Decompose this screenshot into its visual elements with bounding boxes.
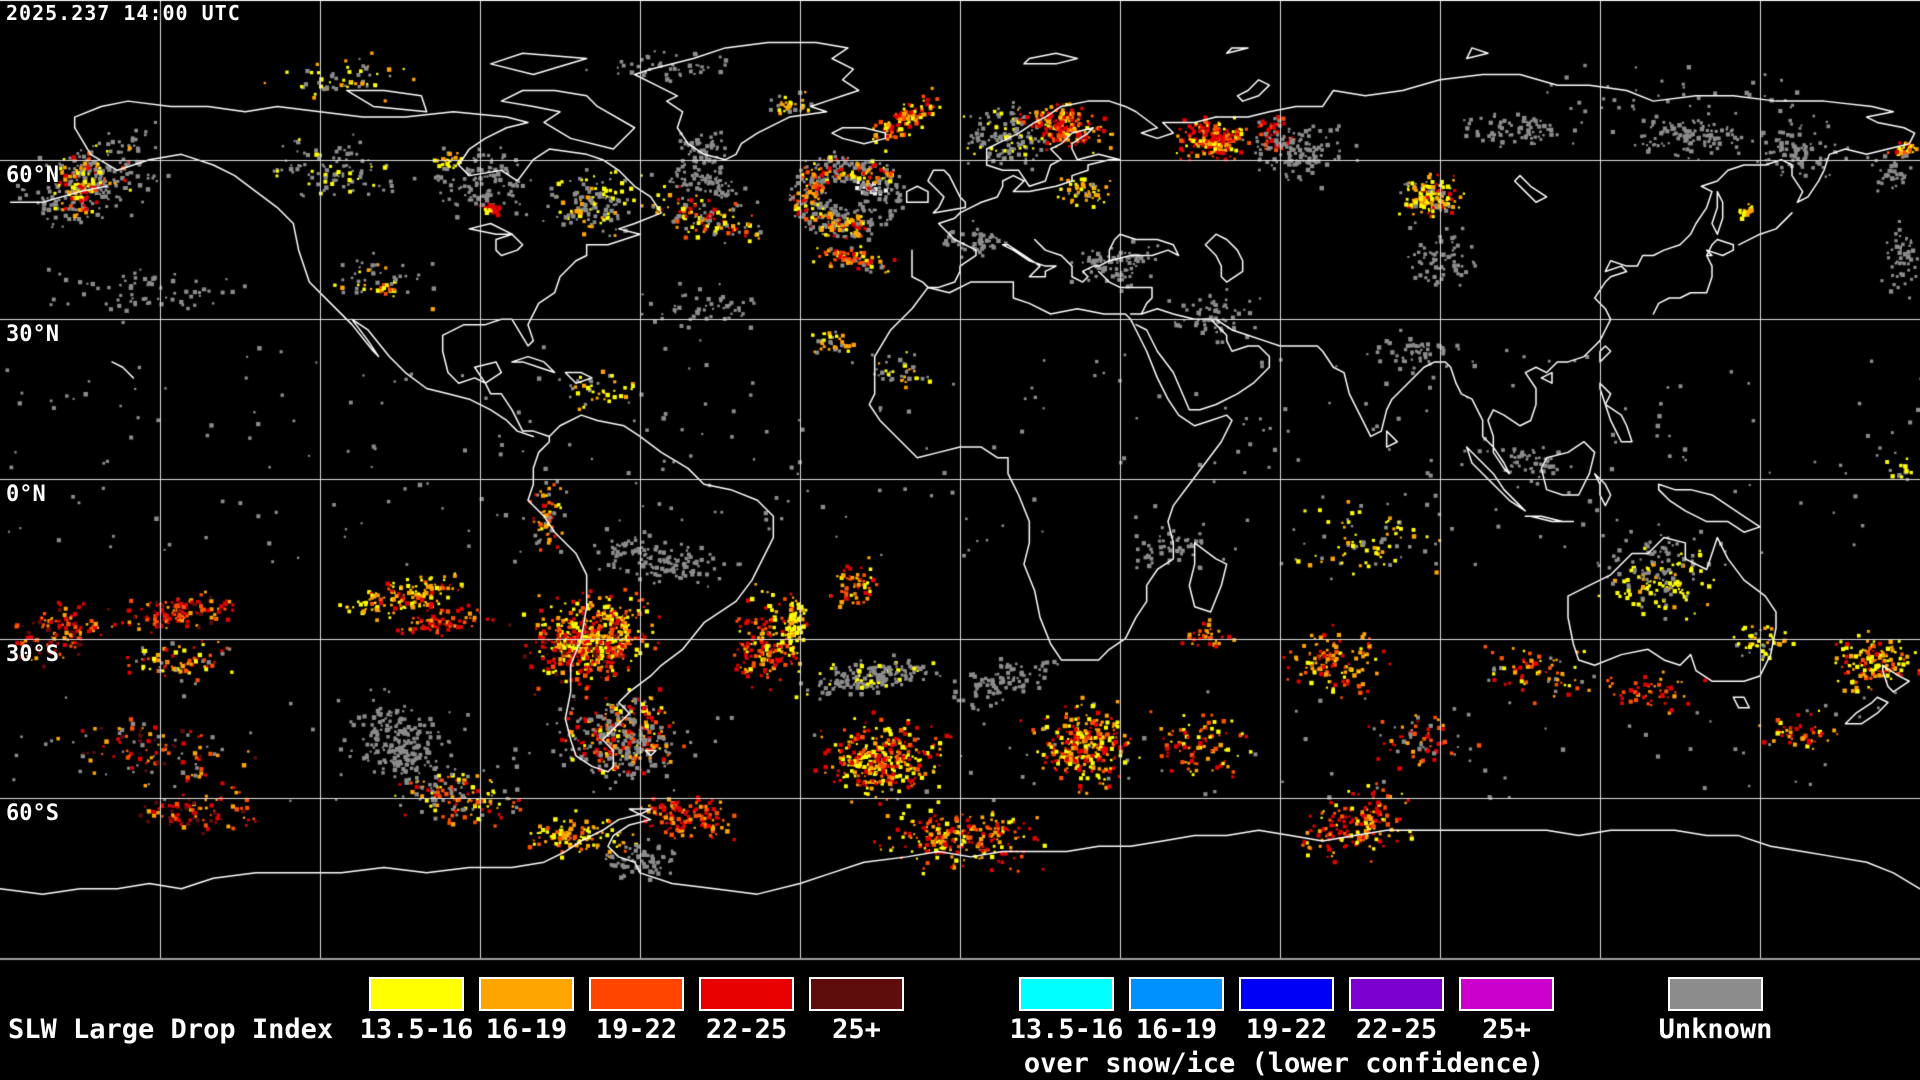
legend-swatch-snow-ice-3 — [1349, 977, 1444, 1011]
legend-label-standard-2: 19-22 — [595, 1014, 678, 1045]
legend-swatch-snow-ice-0 — [1019, 977, 1114, 1011]
legend-swatch-standard-1 — [479, 977, 574, 1011]
legend-label-snow-ice-3: 22-25 — [1355, 1014, 1438, 1045]
lat-label-60S: 60°S — [6, 801, 59, 827]
legend-label-standard-0: 13.5-16 — [359, 1014, 474, 1045]
legend-swatch-standard-0 — [369, 977, 464, 1011]
legend-swatch-snow-ice-4 — [1459, 977, 1554, 1011]
legend-swatch-standard-4 — [809, 977, 904, 1011]
timestamp: 2025.237 14:00 UTC — [6, 1, 241, 25]
legend-label-standard-3: 22-25 — [705, 1014, 788, 1045]
legend-swatch-unknown — [1668, 977, 1763, 1011]
lat-label-30N: 30°N — [6, 322, 59, 348]
legend-label-snow-ice-4: 25+ — [1482, 1014, 1531, 1045]
legend-title: SLW Large Drop Index — [8, 1014, 334, 1045]
legend-label-standard-1: 16-19 — [485, 1014, 568, 1045]
legend-label-standard-4: 25+ — [832, 1014, 881, 1045]
lat-label-30S: 30°S — [6, 641, 59, 667]
legend-label-snow-ice-0: 13.5-16 — [1009, 1014, 1124, 1045]
legend-swatch-standard-2 — [589, 977, 684, 1011]
legend-label-snow-ice-1: 16-19 — [1135, 1014, 1218, 1045]
legend-label-snow-ice-2: 19-22 — [1245, 1014, 1328, 1045]
lat-label-0N: 0°N — [6, 482, 46, 507]
legend-label-unknown: Unknown — [1658, 1014, 1773, 1045]
legend-snowice-note: over snow/ice (lower confidence) — [1023, 1048, 1545, 1079]
legend-swatch-snow-ice-1 — [1129, 977, 1224, 1011]
legend-swatch-standard-3 — [699, 977, 794, 1011]
legend-swatch-snow-ice-2 — [1239, 977, 1334, 1011]
lat-label-60N: 60°N — [6, 162, 59, 188]
